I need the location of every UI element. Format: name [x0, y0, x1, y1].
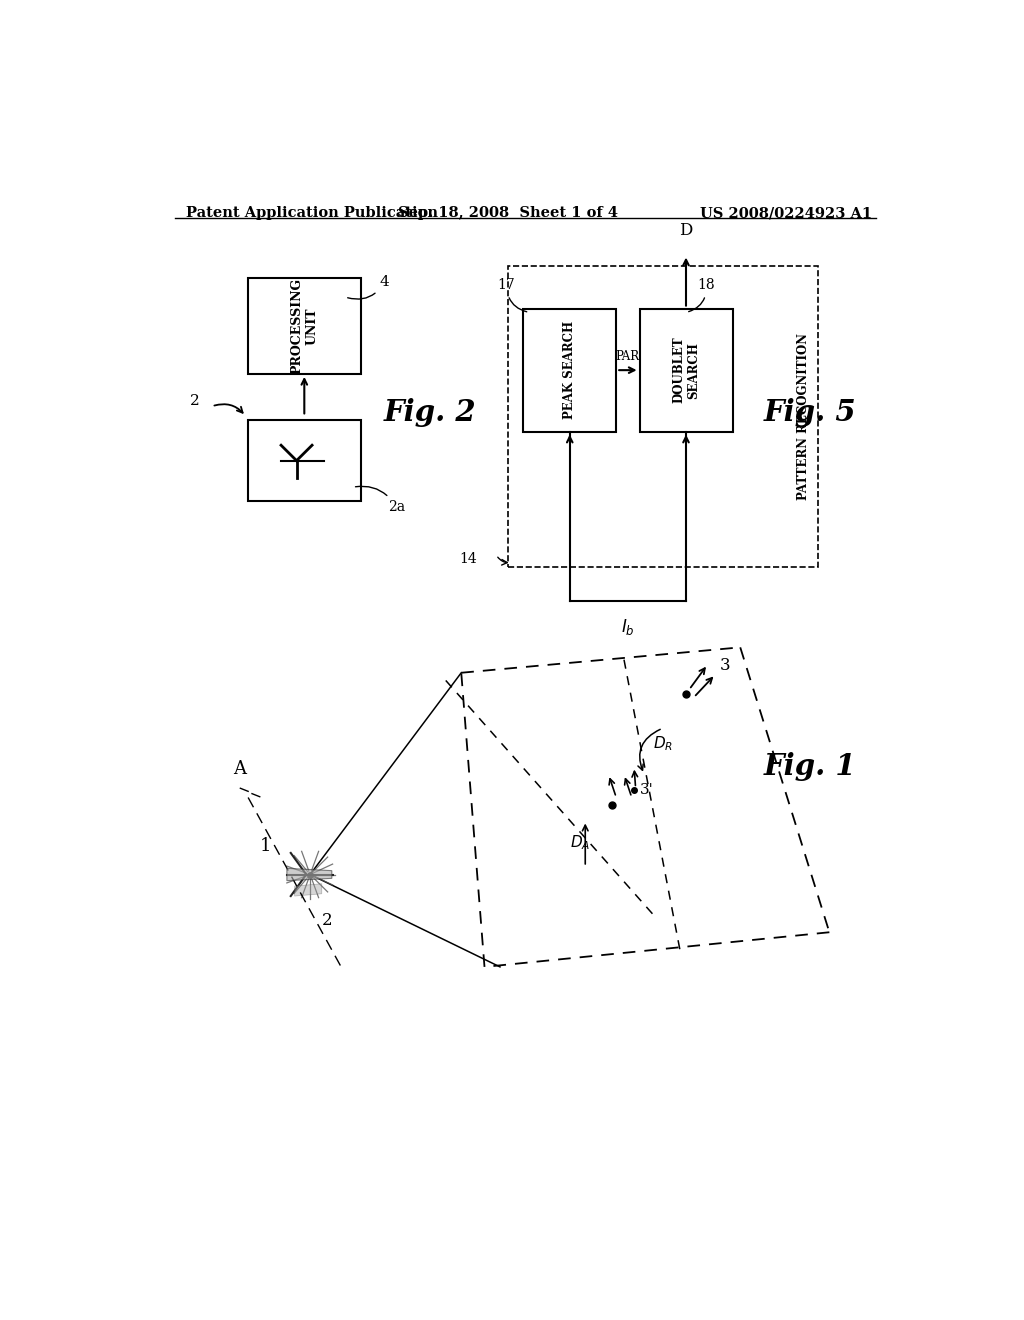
Text: PEAK SEARCH: PEAK SEARCH [563, 321, 577, 420]
Bar [508, 267, 818, 566]
Text: Sep. 18, 2008  Sheet 1 of 4: Sep. 18, 2008 Sheet 1 of 4 [397, 206, 617, 220]
Text: 1: 1 [260, 837, 271, 855]
Text: 2: 2 [190, 393, 200, 408]
Text: 18: 18 [689, 279, 715, 312]
Text: 4: 4 [348, 275, 389, 300]
Text: 17: 17 [498, 279, 526, 312]
Text: 3: 3 [719, 657, 730, 675]
Text: PROCESSING
UNIT: PROCESSING UNIT [291, 277, 318, 374]
Text: PATTERN RECOGNITION: PATTERN RECOGNITION [798, 333, 810, 500]
Text: 3': 3' [640, 783, 653, 797]
Text: Fig. 5: Fig. 5 [764, 399, 856, 426]
Polygon shape [295, 884, 322, 896]
Text: A: A [232, 760, 246, 779]
Text: US 2008/0224923 A1: US 2008/0224923 A1 [699, 206, 872, 220]
Text: Fig. 2: Fig. 2 [384, 399, 476, 426]
Text: DOUBLET
SEARCH: DOUBLET SEARCH [672, 337, 700, 404]
Text: $D_A$: $D_A$ [569, 833, 590, 851]
Polygon shape [287, 869, 332, 880]
Text: Patent Application Publication: Patent Application Publication [186, 206, 438, 220]
Text: $D_R$: $D_R$ [653, 734, 674, 752]
Text: 2a: 2a [355, 486, 404, 515]
Bar [523, 309, 616, 432]
Bar [248, 277, 360, 374]
Text: 14: 14 [459, 552, 477, 566]
Bar [640, 309, 732, 432]
Text: $I_b$: $I_b$ [621, 616, 635, 636]
Text: Fig. 1: Fig. 1 [764, 752, 856, 781]
Text: PAR: PAR [615, 350, 640, 363]
Text: 2: 2 [322, 912, 333, 928]
Text: D: D [679, 222, 692, 239]
Bar [248, 420, 360, 502]
